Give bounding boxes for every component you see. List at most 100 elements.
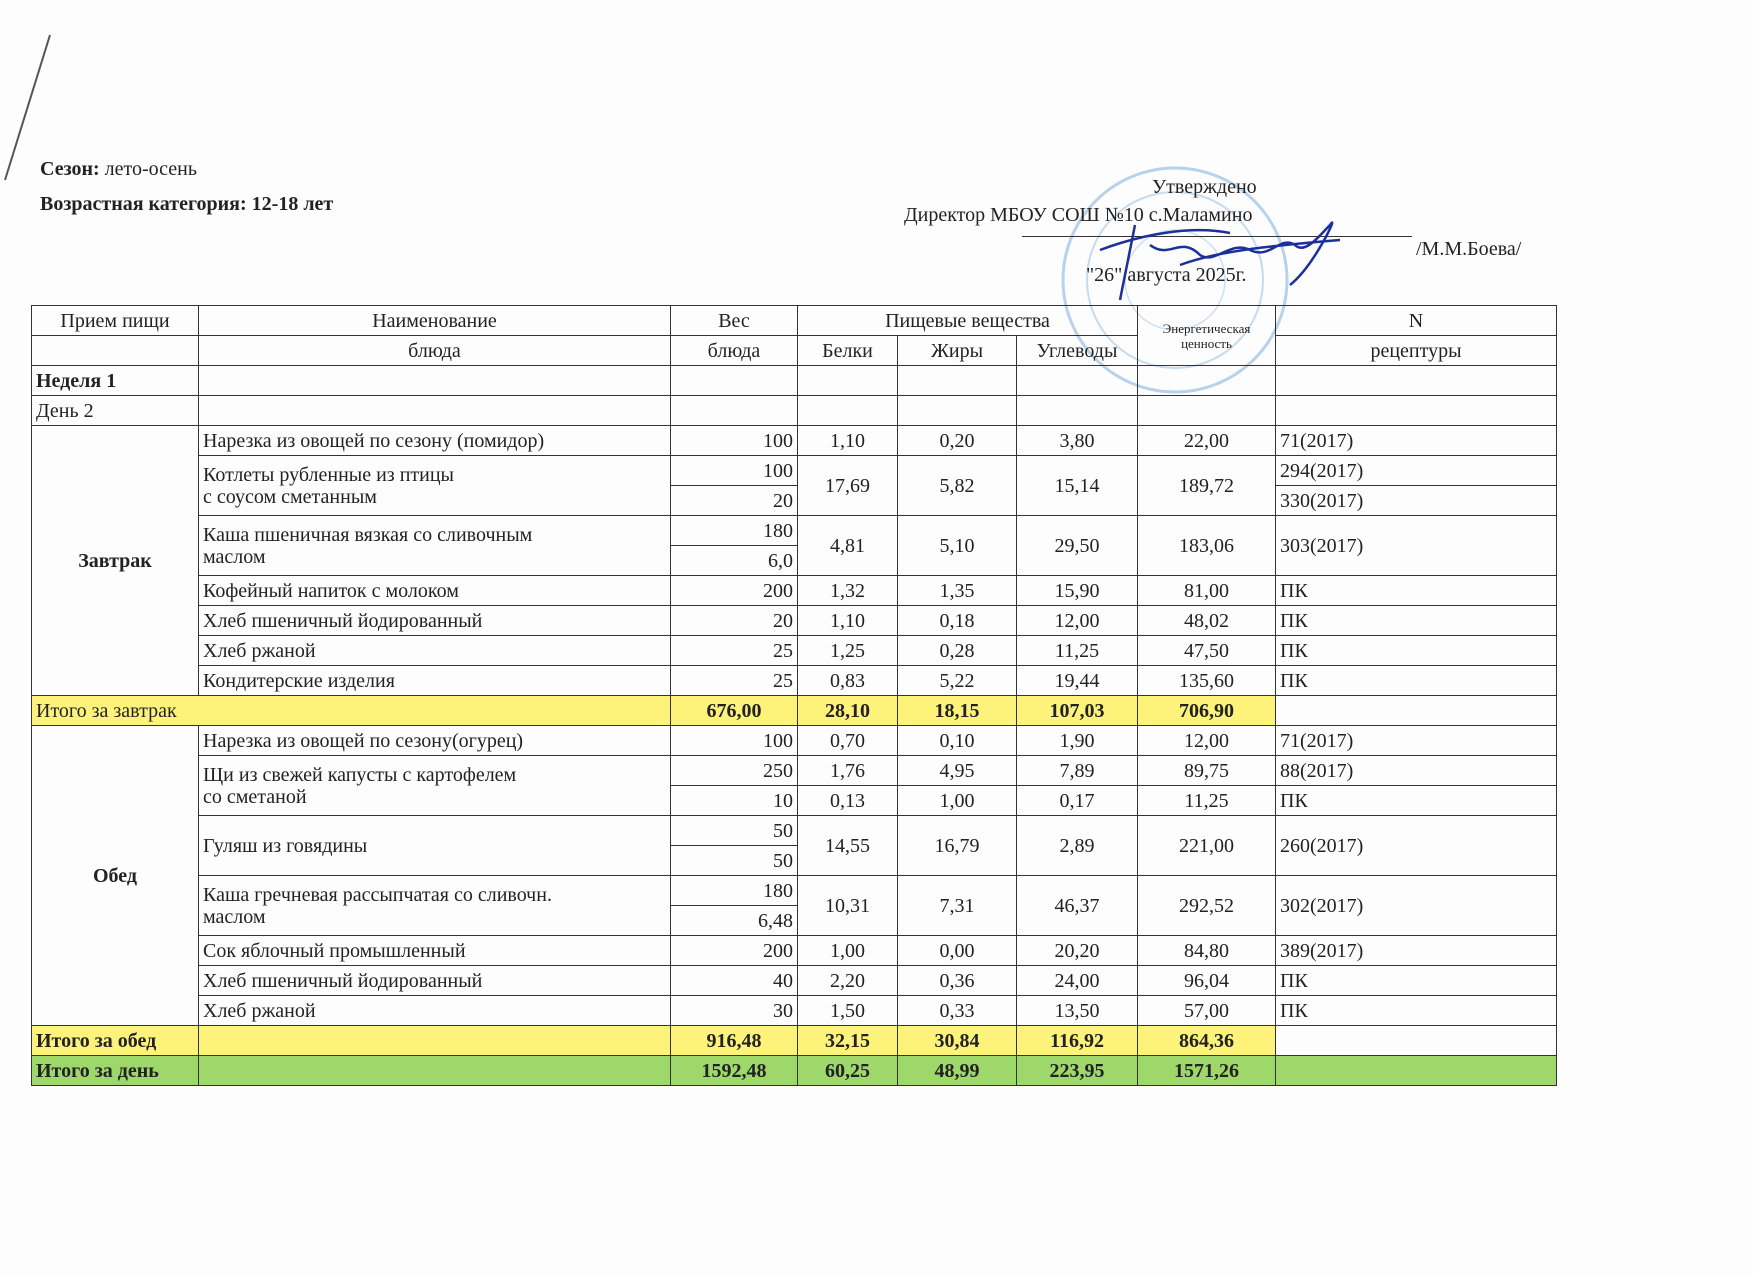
total-label: Итого за завтрак xyxy=(31,695,671,726)
fat: 0,10 xyxy=(897,725,1017,756)
col-energy: Энергетическая ценность xyxy=(1137,305,1276,366)
weight: 6,0 xyxy=(670,545,798,576)
protein: 0,70 xyxy=(797,725,898,756)
table-row: Хлеб ржаной 25 1,25 0,28 11,25 47,50 ПК xyxy=(32,635,1557,666)
table-row: Кондитерские изделия 25 0,83 5,22 19,44 135,6… xyxy=(32,665,1557,696)
season-label: Сезон: xyxy=(40,158,100,180)
weight: 180 xyxy=(670,875,798,906)
col-name: Наименование xyxy=(198,305,671,336)
energy: 135,60 xyxy=(1137,665,1276,696)
table-row: Щи из свежей капусты с картофелем со смет… xyxy=(32,755,1557,816)
energy: 11,25 xyxy=(1137,785,1276,816)
fat: 0,28 xyxy=(897,635,1017,666)
protein: 1,25 xyxy=(797,635,898,666)
col-weight-2: блюда xyxy=(670,335,798,366)
total-spacer xyxy=(198,1055,671,1086)
dish-name-line: Щи из свежей капусты с картофелем xyxy=(203,763,517,786)
dish-name: Каша пшеничная вязкая со сливочным маслом xyxy=(198,515,671,576)
total-recipe xyxy=(1275,1055,1557,1086)
dish-name-line: маслом xyxy=(203,545,266,568)
weight: 20 xyxy=(670,485,798,516)
carbs: 12,00 xyxy=(1016,605,1138,636)
table-row: Сок яблочный промышленный 200 1,00 0,00 20,2… xyxy=(32,935,1557,966)
total-energy: 1571,26 xyxy=(1137,1055,1276,1086)
total-row: Итого за завтрак 676,00 28,10 18,15 107,03 70… xyxy=(31,695,1557,726)
dish-name: Сок яблочный промышленный xyxy=(198,935,671,966)
header-row-2: блюда блюда Белки Жиры Углеводы рецептур… xyxy=(31,335,1557,366)
energy: 89,75 xyxy=(1137,755,1276,786)
table-row: Каша гречневая рассыпчатая со сливочн. ма… xyxy=(32,875,1557,936)
col-fat: Жиры xyxy=(897,335,1017,366)
col-protein: Белки xyxy=(797,335,898,366)
recipe: 71(2017) xyxy=(1275,425,1557,456)
energy: 57,00 xyxy=(1137,995,1276,1026)
carbs: 11,25 xyxy=(1016,635,1138,666)
day-row: День 2 xyxy=(31,395,1557,426)
total-label: Итого за обед xyxy=(31,1025,199,1056)
recipe: ПК xyxy=(1275,965,1557,996)
total-recipe xyxy=(1275,1025,1557,1056)
recipe: 260(2017) xyxy=(1275,815,1557,876)
weight: 10 xyxy=(670,785,798,816)
weight: 30 xyxy=(670,995,798,1026)
total-weight: 916,48 xyxy=(670,1025,798,1056)
recipe: ПК xyxy=(1275,575,1557,606)
total-spacer xyxy=(198,1025,671,1056)
fat: 0,36 xyxy=(897,965,1017,996)
total-carbs: 107,03 xyxy=(1016,695,1138,726)
carbs: 15,90 xyxy=(1016,575,1138,606)
dish-name: Каша гречневая рассыпчатая со сливочн. ма… xyxy=(198,875,671,936)
carbs: 1,90 xyxy=(1016,725,1138,756)
scan-edge-mark xyxy=(4,34,51,181)
weight: 40 xyxy=(670,965,798,996)
weight: 6,48 xyxy=(670,905,798,936)
recipe: 389(2017) xyxy=(1275,935,1557,966)
energy: 47,50 xyxy=(1137,635,1276,666)
table-row: Кофейный напиток с молоком 200 1,32 1,35 15,… xyxy=(32,575,1557,606)
protein: 14,55 xyxy=(797,815,898,876)
meal-label: Обед xyxy=(31,725,199,1026)
col-nutrients: Пищевые вещества xyxy=(797,305,1138,336)
dish-name-line: с соусом сметанным xyxy=(203,485,377,508)
protein: 4,81 xyxy=(797,515,898,576)
weight: 50 xyxy=(670,815,798,846)
table-row: 50 xyxy=(32,845,1557,876)
recipe: 303(2017) xyxy=(1275,515,1557,576)
weight: 50 xyxy=(670,845,798,876)
fat: 0,18 xyxy=(897,605,1017,636)
age-category: Возрастная категория: 12-18 лет xyxy=(40,193,334,215)
energy: 22,00 xyxy=(1137,425,1276,456)
weight: 180 xyxy=(670,515,798,546)
dish-name: Хлеб пшеничный йодированный xyxy=(198,965,671,996)
total-protein: 32,15 xyxy=(797,1025,898,1056)
table-row: Завтрак Нарезка из овощей по сезону (поми… xyxy=(31,425,1557,696)
total-label: Итого за день xyxy=(31,1055,199,1086)
dish-name: Кофейный напиток с молоком xyxy=(198,575,671,606)
table-row: Обед Нарезка из овощей по сезону(огурец) 1… xyxy=(31,725,1557,1026)
recipe: ПК xyxy=(1275,995,1557,1026)
week-row: Неделя 1 xyxy=(31,365,1557,396)
col-weight: Вес xyxy=(670,305,798,336)
weight: 25 xyxy=(670,665,798,696)
menu-table: Прием пищи Наименование Вес Пищевые веще… xyxy=(31,305,1557,1086)
table-row: 20 330(2017) xyxy=(32,485,1557,516)
carbs: 19,44 xyxy=(1016,665,1138,696)
table-row: Каша пшеничная вязкая со сливочным маслом… xyxy=(32,515,1557,576)
dish-name: Хлеб ржаной xyxy=(198,995,671,1026)
total-protein: 28,10 xyxy=(797,695,898,726)
fat: 7,31 xyxy=(897,875,1017,936)
table-row: Котлеты рубленные из птицы с соусом смет… xyxy=(32,455,1557,516)
week-label: Неделя 1 xyxy=(31,365,199,396)
dish-name: Хлеб ржаной xyxy=(198,635,671,666)
weight: 200 xyxy=(670,935,798,966)
total-energy: 864,36 xyxy=(1137,1025,1276,1056)
protein: 1,32 xyxy=(797,575,898,606)
carbs: 24,00 xyxy=(1016,965,1138,996)
carbs: 7,89 xyxy=(1016,755,1138,786)
protein: 1,00 xyxy=(797,935,898,966)
carbs: 20,20 xyxy=(1016,935,1138,966)
dish-name: Гуляш из говядины xyxy=(198,815,671,876)
recipe: 88(2017) xyxy=(1275,755,1557,786)
table-row: Гуляш из говядины 50 14,55 16,79 2,89 221,00 2… xyxy=(32,815,1557,876)
